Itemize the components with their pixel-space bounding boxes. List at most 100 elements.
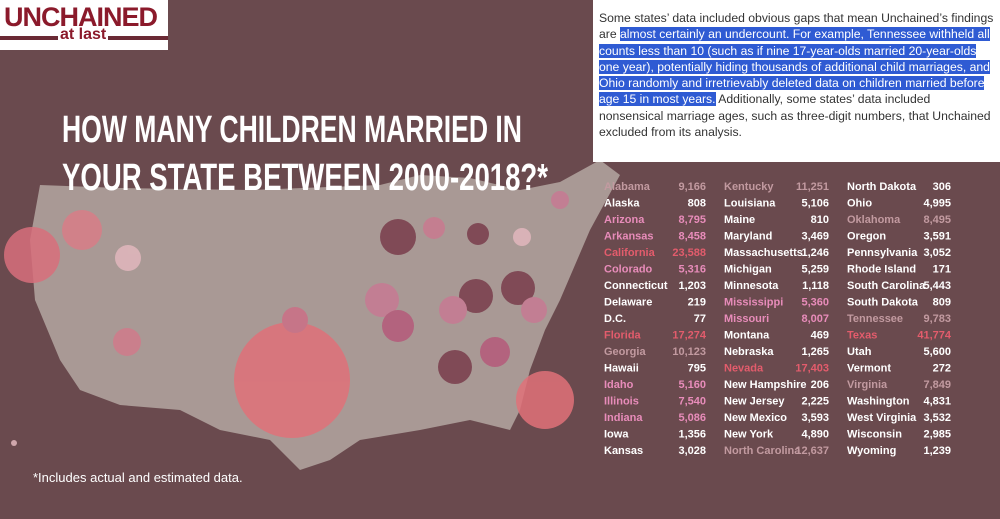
state-count: 5,106 bbox=[801, 198, 829, 210]
state-name: Iowa bbox=[604, 429, 629, 441]
state-count: 1,203 bbox=[678, 280, 706, 292]
state-count: 17,403 bbox=[795, 363, 829, 375]
state-name: Alaska bbox=[604, 198, 640, 210]
state-name: South Dakota bbox=[847, 297, 919, 309]
state-count: 808 bbox=[688, 198, 706, 210]
state-name: Ohio bbox=[847, 198, 872, 210]
state-count: 77 bbox=[694, 313, 706, 325]
state-name: Maryland bbox=[724, 231, 772, 243]
state-name: Nebraska bbox=[724, 346, 774, 358]
state-name: Pennsylvania bbox=[847, 247, 918, 259]
state-count: 8,495 bbox=[923, 214, 951, 226]
bubble bbox=[113, 328, 141, 356]
state-name: Oklahoma bbox=[847, 214, 901, 226]
bubble bbox=[4, 227, 60, 283]
bubble bbox=[521, 297, 547, 323]
state-count: 810 bbox=[811, 214, 829, 226]
state-name: Arkansas bbox=[604, 231, 654, 243]
state-count: 5,443 bbox=[923, 280, 951, 292]
bubble bbox=[501, 271, 535, 305]
state-count: 3,469 bbox=[801, 231, 829, 243]
state-count: 12,637 bbox=[795, 445, 829, 457]
footnote: *Includes actual and estimated data. bbox=[33, 470, 243, 485]
state-name: Minnesota bbox=[724, 280, 779, 292]
state-name: New York bbox=[724, 429, 774, 441]
bubble bbox=[365, 283, 399, 317]
state-name: Vermont bbox=[847, 363, 891, 375]
text: Some states’ data included obvious gaps … bbox=[599, 11, 994, 42]
state-count: 206 bbox=[811, 379, 829, 391]
state-name: Utah bbox=[847, 346, 872, 358]
state-name: Nevada bbox=[724, 363, 764, 375]
state-count: 2,985 bbox=[923, 429, 951, 441]
state-count: 5,259 bbox=[801, 264, 829, 276]
bubble bbox=[467, 223, 489, 245]
state-name: Mississippi bbox=[724, 297, 783, 309]
state-count: 3,591 bbox=[923, 231, 951, 243]
article-text: Some states’ data included obvious gaps … bbox=[593, 0, 1000, 162]
bubble bbox=[551, 191, 569, 209]
state-name: West Virginia bbox=[847, 412, 917, 424]
state-count: 23,588 bbox=[672, 247, 706, 259]
state-name: Kentucky bbox=[724, 181, 774, 193]
bubble bbox=[480, 337, 510, 367]
state-name: Indiana bbox=[604, 412, 643, 424]
state-name: Arizona bbox=[604, 214, 645, 226]
state-count: 3,593 bbox=[801, 412, 829, 424]
bubble bbox=[516, 371, 574, 429]
state-count: 1,246 bbox=[801, 247, 829, 259]
state-count: 5,360 bbox=[801, 297, 829, 309]
state-name: Texas bbox=[847, 330, 877, 342]
state-table: Alabama 9,166 Alaska 808 Arizona 8,795 Arkansa… bbox=[604, 181, 952, 457]
state-name: Oregon bbox=[847, 231, 886, 243]
highlighted-text: almost certainly an undercount. For exam… bbox=[599, 27, 990, 107]
bubble bbox=[62, 210, 102, 250]
state-name: Missouri bbox=[724, 313, 769, 325]
state-name: Michigan bbox=[724, 264, 772, 276]
state-name: Massachusetts bbox=[724, 247, 803, 259]
state-name: Washington bbox=[847, 396, 910, 408]
state-count: 8,795 bbox=[678, 214, 706, 226]
state-count: 469 bbox=[811, 330, 829, 342]
bubble bbox=[234, 322, 350, 438]
bubble bbox=[115, 245, 141, 271]
state-name: New Hampshire bbox=[724, 379, 807, 391]
state-count: 4,831 bbox=[923, 396, 951, 408]
state-count: 41,774 bbox=[917, 330, 952, 342]
state-count: 5,600 bbox=[923, 346, 951, 358]
state-count: 3,028 bbox=[678, 445, 706, 457]
state-name: South Carolina bbox=[847, 280, 926, 292]
state-count: 3,532 bbox=[923, 412, 951, 424]
bubbles bbox=[4, 191, 574, 446]
state-name: North Carolina bbox=[724, 445, 801, 457]
state-count: 11,251 bbox=[796, 181, 829, 193]
state-count: 5,316 bbox=[678, 264, 706, 276]
state-count: 809 bbox=[933, 297, 951, 309]
state-name: Connecticut bbox=[604, 280, 668, 292]
state-name: Louisiana bbox=[724, 198, 776, 210]
state-name: New Jersey bbox=[724, 396, 785, 408]
state-name: Tennessee bbox=[847, 313, 903, 325]
state-name: North Dakota bbox=[847, 181, 917, 193]
state-name: Virginia bbox=[847, 379, 888, 391]
bubble bbox=[11, 440, 17, 446]
bubble bbox=[459, 279, 493, 313]
state-count: 4,890 bbox=[801, 429, 829, 441]
logo-bottom: at last bbox=[58, 26, 109, 44]
state-count: 7,540 bbox=[678, 396, 706, 408]
state-count: 5,160 bbox=[678, 379, 706, 391]
state-name: Wyoming bbox=[847, 445, 896, 457]
bubble bbox=[380, 219, 416, 255]
state-count: 171 bbox=[933, 264, 951, 276]
state-count: 795 bbox=[688, 363, 706, 375]
state-name: Kansas bbox=[604, 445, 643, 457]
state-name: Colorado bbox=[604, 264, 653, 276]
title-line: HOW MANY CHILDREN MARRIED IN bbox=[62, 109, 522, 151]
state-name: Maine bbox=[724, 214, 755, 226]
state-count: 1,356 bbox=[678, 429, 706, 441]
bubble bbox=[439, 296, 467, 324]
state-name: D.C. bbox=[604, 313, 626, 325]
bubble bbox=[382, 310, 414, 342]
